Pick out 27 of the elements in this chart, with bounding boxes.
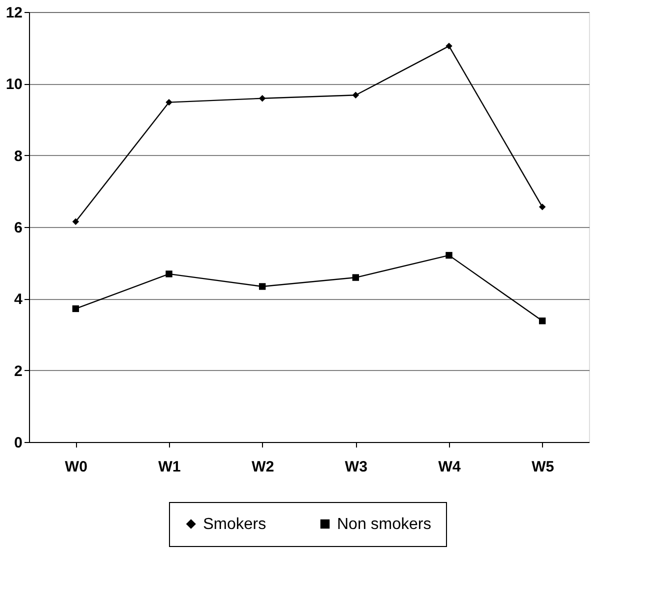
x-tick-label: W5: [532, 458, 554, 476]
point: [166, 98, 172, 106]
y-tick-label: 0: [14, 434, 22, 452]
x-tick-label: W3: [344, 458, 368, 476]
x-tick-label: W2: [252, 458, 274, 476]
point: [72, 305, 80, 312]
y-tick-label: 6: [14, 220, 22, 236]
legend-label: Smokers: [203, 516, 266, 533]
point: [446, 252, 452, 259]
y-tick-label: 10: [6, 76, 22, 94]
point: [72, 218, 80, 225]
point: [538, 204, 546, 210]
x-tick-label: W1: [158, 458, 181, 476]
legend-label: Non smokers: [337, 516, 432, 533]
point: [166, 270, 172, 278]
x-tick-label: W0: [64, 458, 88, 476]
x-tick-label: W4: [438, 458, 462, 476]
y-tick-label: 2: [14, 362, 22, 380]
y-tick-label: 4: [14, 291, 24, 308]
point: [352, 274, 360, 281]
point: [258, 283, 266, 290]
point: [538, 318, 546, 324]
y-tick-label: 8: [14, 148, 22, 165]
point: [258, 95, 266, 102]
y-tick-label: 12: [6, 4, 22, 22]
point: [352, 92, 360, 98]
point: [446, 42, 452, 50]
